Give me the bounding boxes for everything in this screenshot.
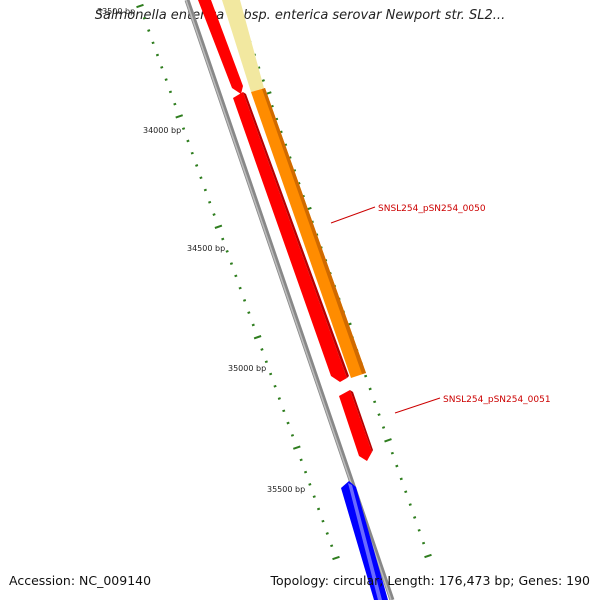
minor-tick xyxy=(160,65,164,69)
tick-label-35500: 35500 bp xyxy=(267,485,305,494)
map-title: Salmonella enterica subsp. enterica sero… xyxy=(94,8,506,23)
minor-tick xyxy=(273,384,277,388)
minor-tick xyxy=(290,433,295,437)
major-tick xyxy=(332,555,340,561)
minor-tick xyxy=(155,53,160,57)
minor-tick xyxy=(264,360,268,364)
minor-tick xyxy=(413,516,417,519)
minor-tick xyxy=(299,458,303,462)
minor-tick xyxy=(364,374,368,378)
tick-label-34500: 34500 bp xyxy=(187,244,225,253)
minor-tick xyxy=(247,311,251,315)
tick-marks xyxy=(136,3,432,561)
minor-tick xyxy=(404,490,408,494)
minor-tick xyxy=(186,139,190,143)
minor-tick xyxy=(316,507,321,511)
feature-blue-highlight xyxy=(348,483,382,600)
major-tick xyxy=(136,3,144,9)
minor-tick xyxy=(221,237,225,241)
minor-tick xyxy=(381,426,386,429)
minor-tick xyxy=(286,421,290,425)
minor-tick xyxy=(190,151,194,155)
callout-line-0050 xyxy=(330,206,376,224)
feature-red-0051-shade xyxy=(350,390,373,452)
major-tick xyxy=(175,114,184,119)
minor-tick xyxy=(203,188,207,192)
minor-tick xyxy=(164,78,168,81)
major-tick xyxy=(292,445,301,450)
minor-tick xyxy=(181,127,186,131)
minor-tick xyxy=(269,372,273,376)
minor-tick xyxy=(260,348,264,351)
minor-tick xyxy=(173,102,177,106)
tick-label-35000: 35000 bp xyxy=(228,364,266,373)
gene-label-0051[interactable]: SNSL254_pSN254_0051 xyxy=(443,395,551,405)
minor-tick xyxy=(408,503,412,506)
minor-tick xyxy=(395,464,399,468)
gene-label-0050[interactable]: SNSL254_pSN254_0050 xyxy=(378,204,486,214)
minor-tick xyxy=(282,409,286,413)
callout-line-0051 xyxy=(394,397,441,414)
major-tick xyxy=(214,224,223,229)
major-tick xyxy=(384,438,392,443)
minor-tick xyxy=(325,532,329,535)
minor-tick xyxy=(195,164,199,167)
minor-tick xyxy=(277,397,281,400)
feature-red-0051[interactable] xyxy=(339,390,372,461)
minor-tick xyxy=(151,41,155,45)
feature-orange[interactable] xyxy=(251,88,366,378)
minor-tick xyxy=(242,299,247,302)
major-tick xyxy=(253,335,262,340)
minor-tick xyxy=(229,262,234,265)
minor-tick xyxy=(377,413,381,417)
accession-text: Accession: NC_009140 xyxy=(9,573,152,588)
minor-tick xyxy=(303,470,308,474)
minor-tick xyxy=(168,90,173,94)
minor-tick xyxy=(234,274,238,278)
minor-tick xyxy=(212,213,216,216)
minor-tick xyxy=(368,387,372,391)
genome-summary-text: Topology: circular; Length: 176,473 bp; … xyxy=(270,573,591,588)
feature-red-long-shade xyxy=(243,92,349,378)
minor-tick xyxy=(251,323,255,327)
feature-red-top[interactable] xyxy=(198,0,243,94)
minor-tick xyxy=(321,519,325,523)
minor-tick xyxy=(308,483,312,486)
minor-tick xyxy=(390,451,394,455)
tick-label-34000: 34000 bp xyxy=(143,126,181,135)
minor-tick xyxy=(312,495,316,499)
minor-tick xyxy=(238,286,242,290)
minor-tick xyxy=(330,544,334,548)
minor-tick xyxy=(208,200,212,204)
major-tick xyxy=(424,553,432,559)
minor-tick xyxy=(421,541,426,545)
minor-tick xyxy=(417,528,421,532)
minor-tick xyxy=(399,477,403,481)
feature-orange-shade xyxy=(262,88,366,374)
tick-label-33500: 33500 bp xyxy=(97,7,135,16)
minor-tick xyxy=(147,29,151,32)
feature-red-long[interactable] xyxy=(233,92,347,382)
minor-tick xyxy=(261,79,265,82)
minor-tick xyxy=(142,16,146,20)
minor-tick xyxy=(225,249,229,253)
feature-yellow[interactable] xyxy=(222,0,264,92)
minor-tick xyxy=(199,176,203,180)
minor-tick xyxy=(373,400,377,404)
